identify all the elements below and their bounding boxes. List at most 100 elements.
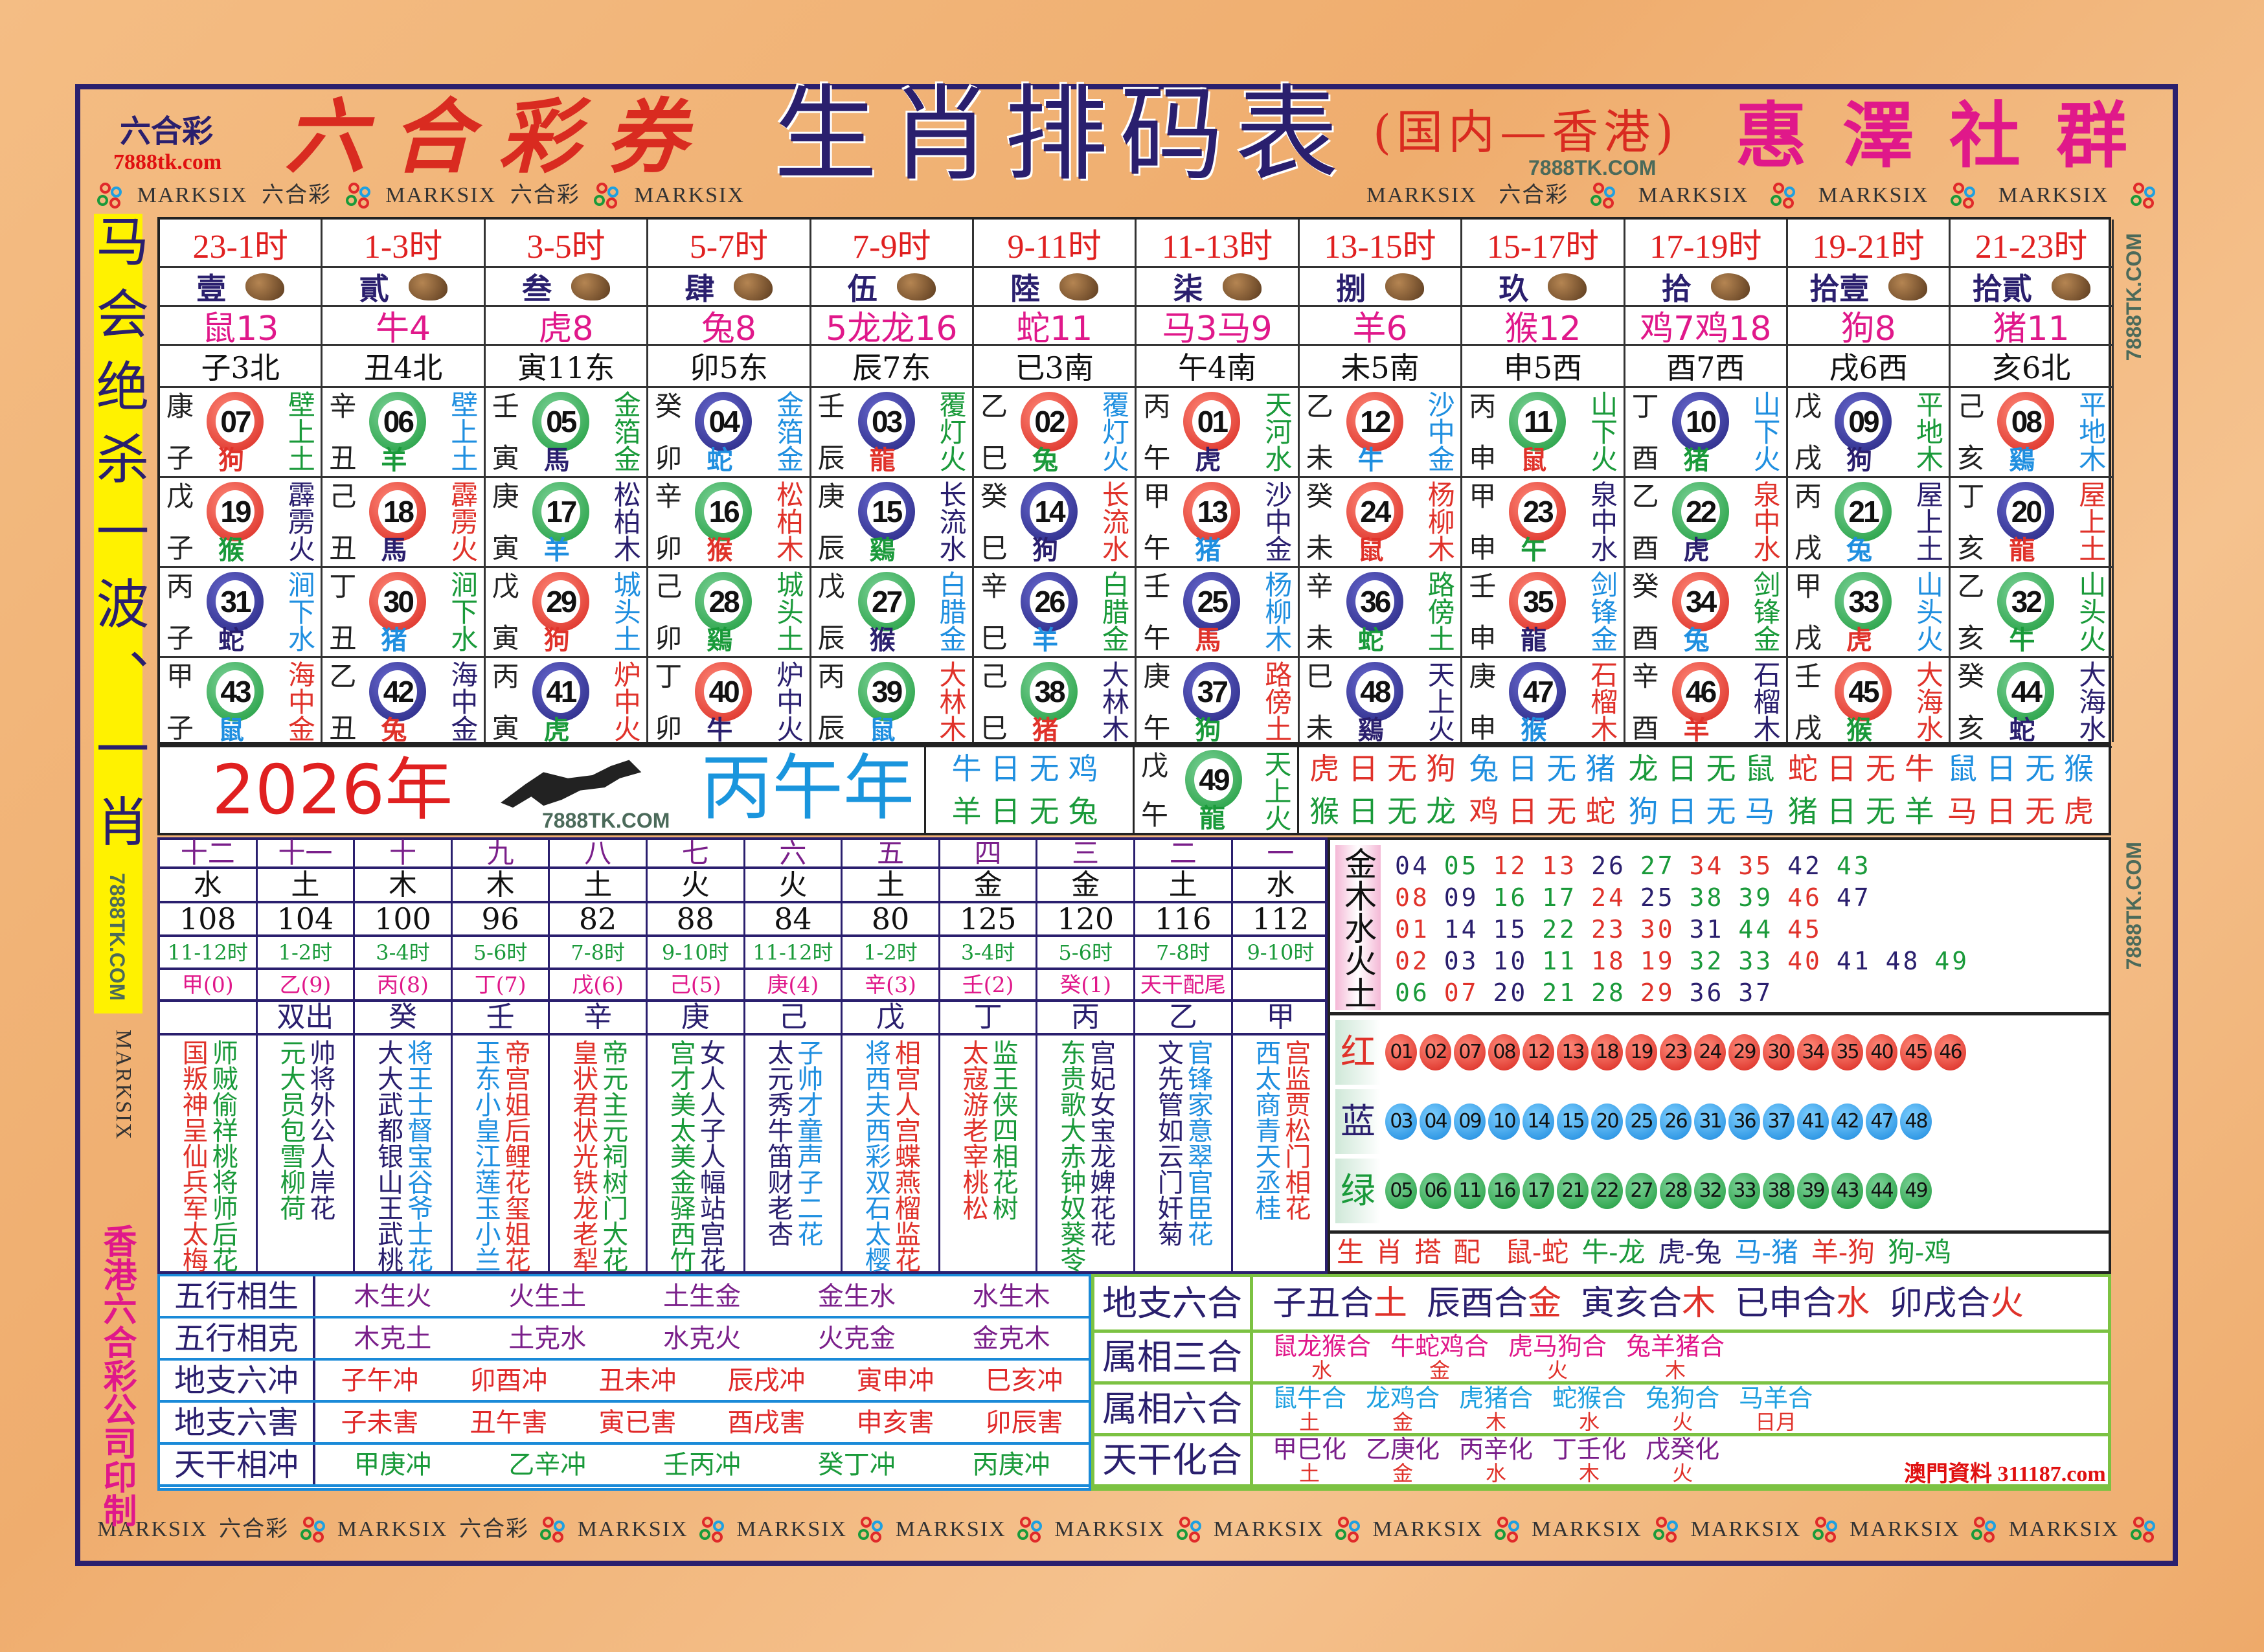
verse-cell: 西太商青天丞桂 宫监贾松门相花 [1233,1035,1329,1275]
time-range: 15-17时 [1462,220,1624,268]
relation-item: 子午冲 [341,1365,419,1396]
nayin-element: 屋上土 [1912,481,1944,562]
relation-items: 子午冲 卯酉冲 丑未冲 辰戌冲 寅申冲 巳亥冲 [315,1368,1089,1394]
number-cell: 癸 24 未鼠 杨柳木 [1299,478,1461,568]
wave-label: 蓝 [1335,1089,1381,1154]
lunar-stem: 壬 [452,1002,549,1035]
number-cell: 戊 27 辰猴 白腊金 [811,568,972,658]
nayin-element: 长流水 [934,481,967,562]
nayin-element: 天上火 [1423,661,1456,742]
heavenly-stem: 癸 [1631,571,1659,602]
branch-direction: 卯5东 [648,346,809,388]
combination-name: 乙庚化 [1366,1435,1440,1464]
relation-row: 五行相生 木生火 火生土 土生金 金生水 水生木 [160,1276,1089,1318]
nayin-element: 壁上土 [446,390,479,472]
combination-name: 寅亥合 [1581,1284,1682,1323]
no-day-item: 马日无虎 [1947,794,2103,829]
zodiac-order: 拾壹 [1788,268,1949,307]
order-label: 伍 [847,271,877,306]
nayin-element: 石榴木 [1749,661,1781,742]
heavenly-stem: 丙 [492,661,519,692]
number-ball: 12 [1346,392,1403,451]
wave-label: 绿 [1335,1159,1381,1223]
heavenly-stem: 癸 [1306,481,1333,512]
wave-ball: 11 [1454,1173,1486,1209]
elements-waves-panel: 金木水火土 04 05 12 13 26 27 34 35 42 43 08 09 16 17 24 25 38… [1328,837,2111,1274]
number-ball: 46 [1671,662,1729,721]
ball-number: 46 [1681,670,1720,713]
number-cell: 乙 12 未牛 沙中金 [1299,388,1461,478]
lunar-stem [160,1002,256,1035]
zodiac-order: 肆 [648,268,809,307]
number-ball: 29 [532,572,589,631]
wave-ball: 16 [1488,1173,1520,1209]
number-ball: 06 [369,392,427,451]
relation-row: 地支六害 子未害 丑午害 寅已害 酉戌害 申亥害 卯辰害 [160,1403,1089,1445]
lunar-numeral: 二 [1135,839,1231,869]
earthly-branch: 巳 [980,442,1008,474]
wave-ball: 24 [1694,1034,1726,1070]
verse-column: 将王士督宝谷爷士花 [402,1039,433,1273]
earthly-branch: 寅 [492,442,519,474]
wuxing-number: 18 [1591,947,1626,975]
earthly-branch: 子 [166,532,194,564]
branch-direction: 寅11东 [485,346,647,388]
combination-row: 天干化合 甲巳化土乙庚化金丙辛化水丁壬化木戊癸化火 [1094,1436,2108,1488]
heavenly-stem: 壬 [817,390,845,422]
combination-name: 马羊合 [1739,1383,1813,1412]
combination-label: 天干化合 [1094,1436,1253,1484]
ball-number: 01 [1192,400,1232,443]
lunar-column: 十木 100 3-4时 丙(8) 癸大大武都银山王武桃 将王士督宝谷爷士花 [355,839,453,1273]
wave-ball: 35 [1831,1034,1863,1070]
wuxing-number: 19 [1640,947,1675,975]
number-cell: 辛 16 卯猴 松柏木 [648,478,809,568]
relation-item: 水生木 [972,1281,1050,1311]
ball-number: 38 [1030,670,1069,713]
number-cell: 己 28 卯鷄 城头土 [648,568,809,658]
lunar-stem-tail: 戊(6) [550,970,646,1002]
group-name: 惠澤社群 [1736,94,2163,177]
combination-item: 寅亥合木 [1581,1287,1715,1320]
earthly-branch: 未 [1306,442,1333,474]
combination-name: 卯戌合 [1889,1284,1991,1323]
nayin-element: 覆灯火 [934,390,967,472]
marksix-logo-icon [1335,1517,1361,1543]
heavenly-stem: 己 [1957,390,1985,422]
pairing-item: 牛-龙 [1581,1236,1646,1268]
number-cell: 丙 39 辰鼠 大林木 [811,658,972,748]
number-ball: 42 [369,662,427,721]
lunar-column: 七火 88 9-10时 己(5) 庚宫才美太美金驿西竹 女人人子人幅站宫花 [648,839,745,1273]
number-ball: 02 [1021,392,1078,451]
wave-ball: 09 [1454,1103,1486,1140]
relation-item: 火生土 [508,1281,587,1311]
number-cell: 丙 31 子蛇 涧下水 [160,568,321,658]
heavenly-stem: 庚 [1469,661,1497,692]
wuxing-number: 05 [1443,852,1479,880]
lunar-stem: 庚 [648,1002,743,1035]
number-cell: 癸 44 亥蛇 大海水 [1951,658,2112,748]
number-cell: 庚 47 申猴 石榴木 [1462,658,1624,748]
lunar-stem: 乙 [1135,1002,1231,1035]
lunar-element: 土 [257,869,354,903]
animal-name: 猪 [1195,535,1221,565]
divider [1330,1012,2109,1015]
number-ball: 38 [1021,662,1078,721]
ball-49: 49 [1185,750,1242,809]
heavenly-stem: 甲 [1143,481,1171,512]
watermark-text: MARKSIX [1366,183,1477,207]
zodiac-column: 5-7时肆兔8 卯5东癸 04 卯蛇金箔金辛 16 卯猴松柏木己 28 卯鷄城头土丁 40 卯牛炉… [648,220,811,748]
right-site-mark: 7888TK.COM [2122,233,2145,361]
number-cell: 癸 14 巳狗 长流水 [974,478,1135,568]
animal-name: 虎 [1846,625,1872,655]
pairing-item: 鼠-蛇 [1505,1236,1569,1268]
nayin-element: 长流水 [1098,481,1130,562]
number-ball: 32 [1997,572,2055,631]
watermark-row-top-right: MARKSIX 六合彩 MARKSIX MARKSIX MARKSIX [1366,181,2156,210]
zodiac-order: 柒 [1137,268,1298,307]
animal-name: 狗 [218,445,244,475]
nayin-element: 沙中金 [1260,481,1293,562]
marksix-logo-icon [1951,183,1976,209]
wave-ball: 26 [1660,1103,1692,1140]
nayin-element: 平地木 [1912,390,1944,472]
nayin-element: 松柏木 [609,481,642,562]
